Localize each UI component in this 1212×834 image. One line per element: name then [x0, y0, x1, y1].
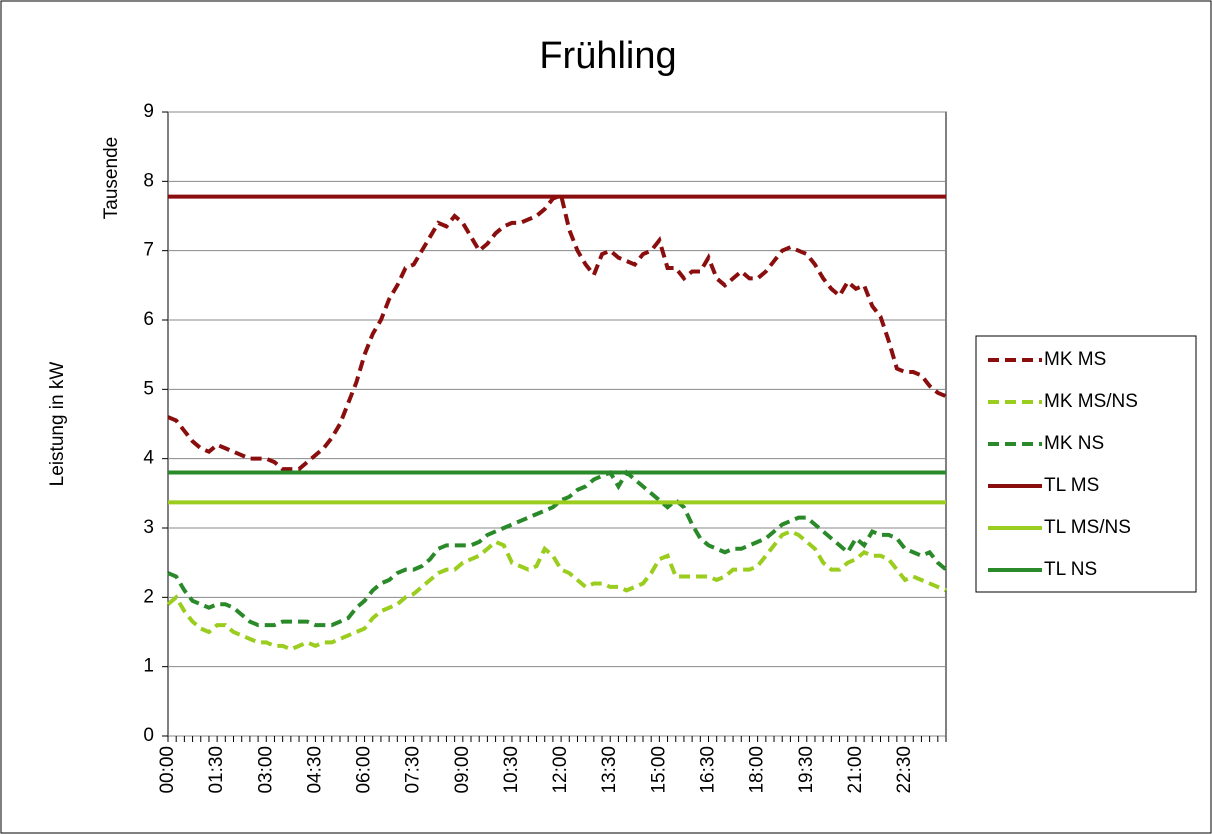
x-tick-label: 06:00 [354, 746, 375, 794]
x-tick-label: 22:30 [894, 746, 915, 794]
legend-label: MK MS/NS [1044, 391, 1138, 412]
y-tick-label: 1 [143, 656, 154, 677]
x-tick-label: 01:30 [206, 746, 227, 794]
plot-area [167, 111, 947, 737]
x-tick-label: 03:00 [255, 746, 276, 794]
y-unit-label: Tausende [101, 137, 122, 219]
y-tick-label: 8 [143, 170, 154, 191]
y-tick-label: 0 [143, 725, 154, 746]
x-tick-label: 16:30 [698, 746, 719, 794]
y-tick-label: 7 [143, 240, 154, 261]
x-tick-label: 18:00 [747, 746, 768, 794]
y-tick-label: 4 [143, 448, 154, 469]
y-tick-label: 9 [143, 101, 154, 122]
legend-box [975, 335, 1197, 593]
x-tick-label: 19:30 [796, 746, 817, 794]
legend-label: TL MS/NS [1044, 517, 1131, 538]
x-tick-label: 21:00 [845, 746, 866, 794]
legend-label: MK MS [1044, 349, 1106, 370]
legend-label: TL NS [1044, 559, 1097, 580]
x-tick-label: 09:00 [452, 746, 473, 794]
y-tick-label: 6 [143, 309, 154, 330]
x-tick-label: 15:00 [648, 746, 669, 794]
x-tick-label: 00:00 [157, 746, 178, 794]
x-tick-label: 12:00 [550, 746, 571, 794]
x-tick-label: 07:30 [403, 746, 424, 794]
series-line [166, 529, 947, 652]
x-tick-label: 04:30 [304, 746, 325, 794]
y-tick-label: 2 [143, 586, 154, 607]
legend-label: TL MS [1044, 475, 1099, 496]
x-tick-label: 10:30 [501, 746, 522, 794]
chart-title: Frühling [539, 35, 676, 77]
y-axis-label: Leistung in kW [47, 362, 68, 487]
legend-label: MK NS [1044, 433, 1104, 454]
y-tick-label: 3 [143, 517, 154, 538]
x-tick-label: 13:30 [599, 746, 620, 794]
y-tick-label: 5 [143, 378, 154, 399]
